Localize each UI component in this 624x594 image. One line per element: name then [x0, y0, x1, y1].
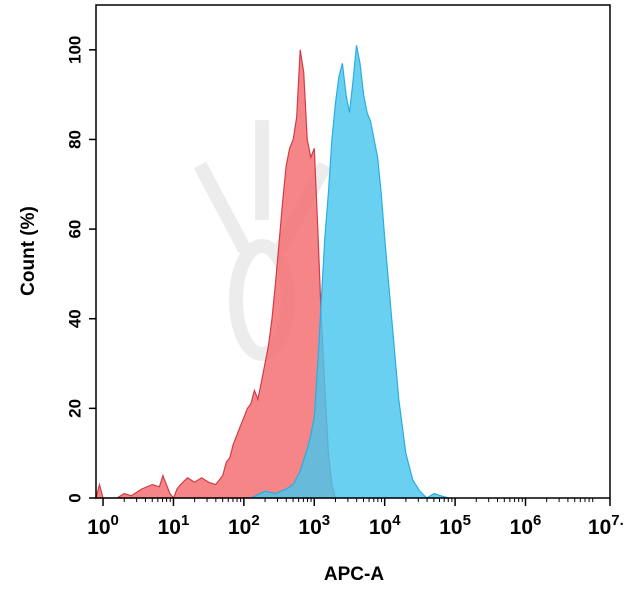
x-tick-label: 105 [439, 512, 471, 539]
y-tick-label: 40 [65, 309, 84, 328]
y-tick-label: 60 [65, 220, 84, 239]
x-axis-title: APC-A [324, 564, 384, 585]
y-tick-label: 100 [65, 36, 84, 64]
x-axis: 100 101 102 103 104 105 106 107.2 [87, 498, 624, 539]
x-tick-label: 103 [298, 512, 330, 539]
x-tick-label: 107.2 [588, 512, 624, 539]
y-tick-label: 80 [65, 130, 84, 149]
x-tick-label: 101 [158, 512, 190, 539]
y-axis-title: Count (%) [18, 206, 39, 296]
y-axis: 0 20 40 60 80 100 [65, 36, 96, 503]
series-2-area [250, 45, 449, 499]
x-tick-label: 106 [510, 512, 542, 539]
plot-frame [95, 4, 611, 499]
x-tick-label: 100 [87, 512, 119, 539]
x-tick-label: 104 [369, 512, 401, 539]
x-tick-label: 102 [228, 512, 260, 539]
series-1-area [95, 49, 337, 500]
series-layer [95, 45, 449, 500]
y-tick-label: 0 [65, 493, 84, 502]
y-tick-label: 20 [65, 399, 84, 418]
